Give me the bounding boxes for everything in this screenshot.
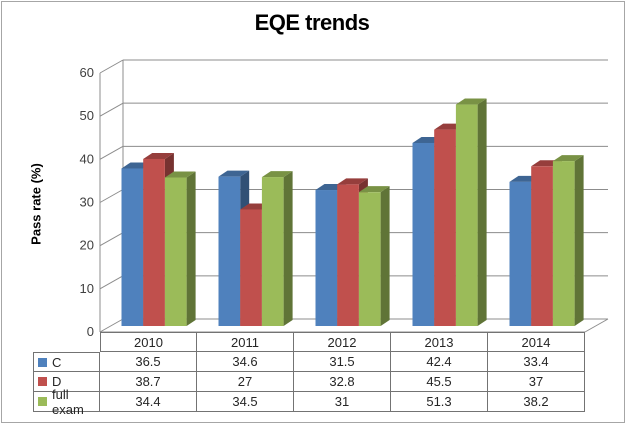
legend-item-c: C xyxy=(33,352,100,372)
chart-title: EQE trends xyxy=(254,10,370,35)
bar-full-exam-2012 xyxy=(358,186,390,326)
legend-label: full exam xyxy=(52,386,84,417)
bar-full-exam-2014 xyxy=(552,155,584,326)
value-cell: 38.2 xyxy=(488,392,585,412)
year-header-cell: 2014 xyxy=(488,332,585,352)
value-cell: 32.8 xyxy=(294,372,391,392)
y-tick-label: 10 xyxy=(80,281,94,296)
value-cell: 38.7 xyxy=(100,372,197,392)
y-tick-label: 50 xyxy=(80,108,94,123)
y-tick-label: 30 xyxy=(80,195,94,210)
year-header-cell: 2011 xyxy=(197,332,294,352)
value-cell: 34.4 xyxy=(100,392,197,412)
series-d-swatch-icon xyxy=(38,377,47,386)
bar-full-exam-2011 xyxy=(261,171,293,326)
bar-full-exam-2013 xyxy=(455,98,487,327)
legend-item-d: D xyxy=(33,372,100,392)
y-tick-label: 60 xyxy=(80,65,94,80)
data-table: 2010 2011 2012 2013 2014 C 36.5 34.6 31.… xyxy=(33,332,585,417)
value-cell: 37 xyxy=(488,372,585,392)
year-header-cell: 2013 xyxy=(391,332,488,352)
table-corner-placeholder xyxy=(33,332,100,352)
value-cell: 51.3 xyxy=(391,392,488,412)
value-cell: 36.5 xyxy=(100,352,197,372)
y-tick-label: 20 xyxy=(80,238,94,253)
value-cell: 31.5 xyxy=(294,352,391,372)
series-full-exam-swatch-icon xyxy=(38,397,47,406)
year-header-cell: 2012 xyxy=(294,332,391,352)
legend-label: C xyxy=(52,354,62,370)
value-cell: 34.6 xyxy=(197,352,294,372)
y-tick-label: 0 xyxy=(87,324,94,339)
legend-label: D xyxy=(52,374,62,389)
value-cell: 33.4 xyxy=(488,352,585,372)
y-tick-label: 40 xyxy=(80,151,94,166)
value-cell: 31 xyxy=(294,392,391,412)
value-cell: 42.4 xyxy=(391,352,488,372)
legend-item-full-exam: full exam xyxy=(33,387,100,417)
value-cell: 45.5 xyxy=(391,372,488,392)
bar-full-exam-2010 xyxy=(164,171,196,326)
value-cell: 27 xyxy=(197,372,294,392)
year-header-cell: 2010 xyxy=(100,332,197,352)
y-axis-tick-labels: 0 10 20 30 40 50 60 xyxy=(80,65,94,339)
series-c-swatch-icon xyxy=(38,357,47,367)
bars xyxy=(121,98,584,327)
value-cell: 34.5 xyxy=(197,392,294,412)
